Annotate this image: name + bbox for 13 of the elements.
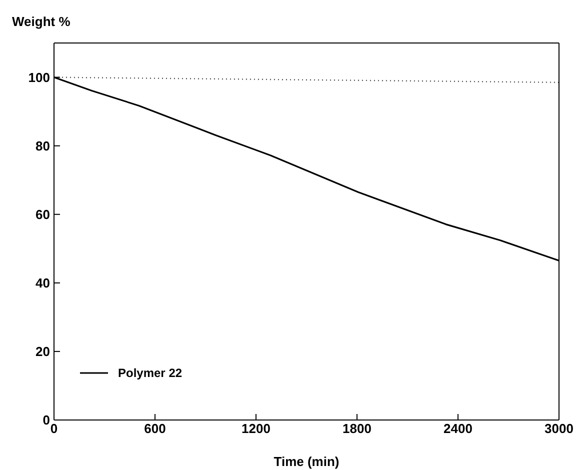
y-tick-label: 40 [36, 276, 50, 291]
y-tick-label: 20 [36, 344, 50, 360]
legend-label: Polymer 22 [118, 366, 182, 380]
x-tick-label: 2400 [444, 421, 472, 436]
y-tick-label: 100 [28, 70, 50, 85]
x-tick-label: 1800 [342, 421, 372, 436]
x-axis-title: Time (min) [274, 454, 340, 469]
y-tick-label: 80 [36, 138, 50, 154]
x-tick-label: 3000 [544, 421, 574, 436]
y-axis-title: Weight % [12, 14, 70, 29]
x-tick-label: 1200 [242, 421, 270, 436]
y-tick-label: 60 [36, 206, 50, 222]
x-tick-label: 600 [144, 421, 166, 436]
